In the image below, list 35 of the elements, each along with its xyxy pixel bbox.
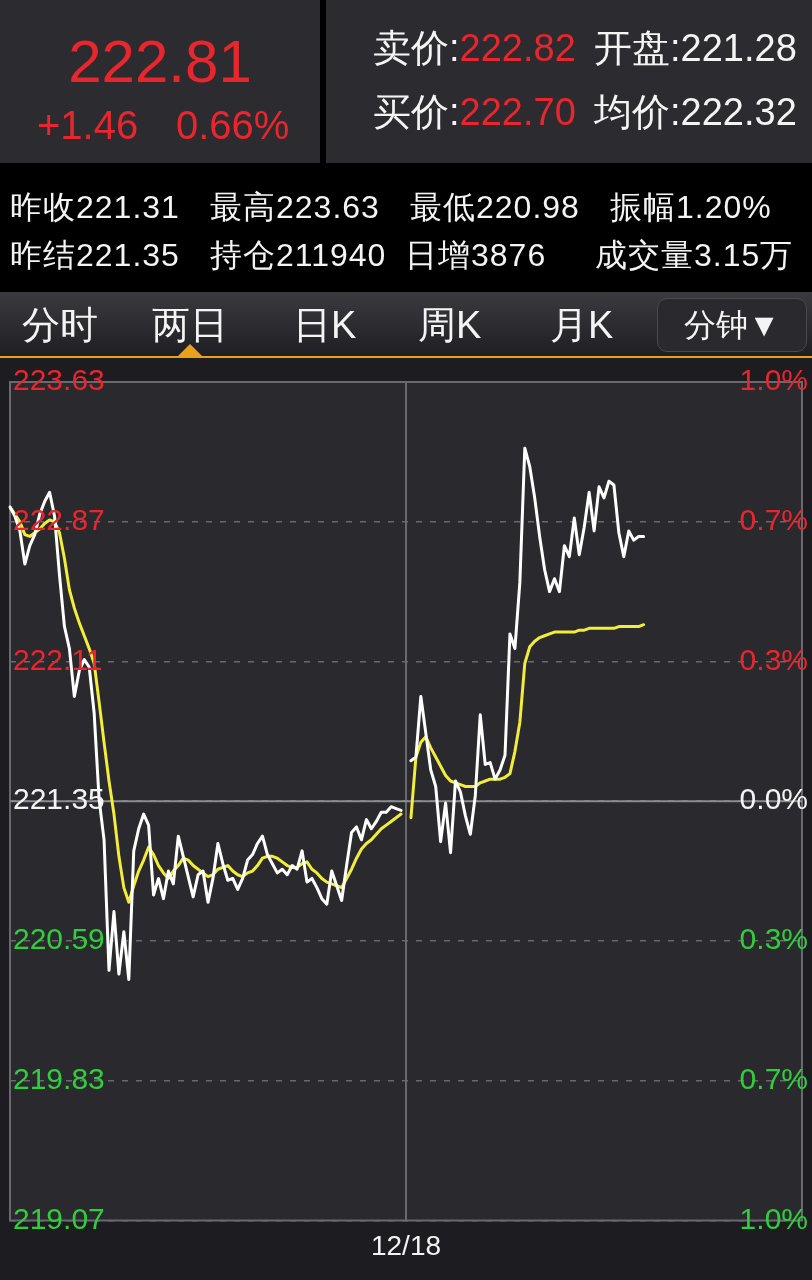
y2-tick-label: 0.3% — [739, 642, 808, 676]
text: 222.70 — [459, 91, 576, 133]
dropdown-button: 分钟▼ — [657, 298, 807, 352]
text: 振幅1.20% — [610, 189, 772, 225]
text: 均价:222.32 — [594, 91, 797, 133]
text: 卖价: — [373, 27, 460, 69]
text: 月K — [550, 304, 614, 346]
y2-tick-label: 0.0% — [739, 782, 808, 816]
y2-tick-label: 0.7% — [739, 502, 808, 536]
text: 分时 — [22, 304, 98, 346]
text: 买价: — [373, 91, 460, 133]
y2-tick-label: 1.0% — [739, 363, 808, 397]
y-tick-label: 219.83 — [13, 1061, 105, 1095]
text: 222.82 — [459, 27, 576, 69]
y3-tick-label: 1.0% — [739, 1201, 808, 1235]
text: 持仓211940 — [210, 237, 387, 273]
y-tick-label: 223.63 — [13, 363, 105, 397]
text: 0.66% — [176, 103, 290, 147]
text: 开盘:221.28 — [594, 27, 797, 69]
text: 最低220.98 — [410, 189, 580, 225]
text: 周K — [418, 304, 482, 346]
text: 最高223.63 — [210, 189, 380, 225]
text: +1.46 — [37, 103, 139, 147]
y3-tick-label: 0.7% — [739, 1062, 808, 1096]
text: 成交量3.15万 — [595, 237, 794, 273]
x-tick-label: 12/18 — [370, 1229, 442, 1261]
y-tick-label: 219.07 — [13, 1201, 105, 1235]
text: 昨结221.35 — [10, 237, 180, 273]
y3-tick-label: 0.3% — [739, 922, 808, 956]
text: 昨收221.31 — [10, 189, 180, 225]
text: 日增3876 — [405, 237, 547, 273]
text: 222.81 — [67, 28, 253, 95]
text: 日K — [293, 304, 357, 346]
text: 两日 — [152, 304, 228, 346]
y-tick-label: 220.59 — [13, 922, 105, 956]
